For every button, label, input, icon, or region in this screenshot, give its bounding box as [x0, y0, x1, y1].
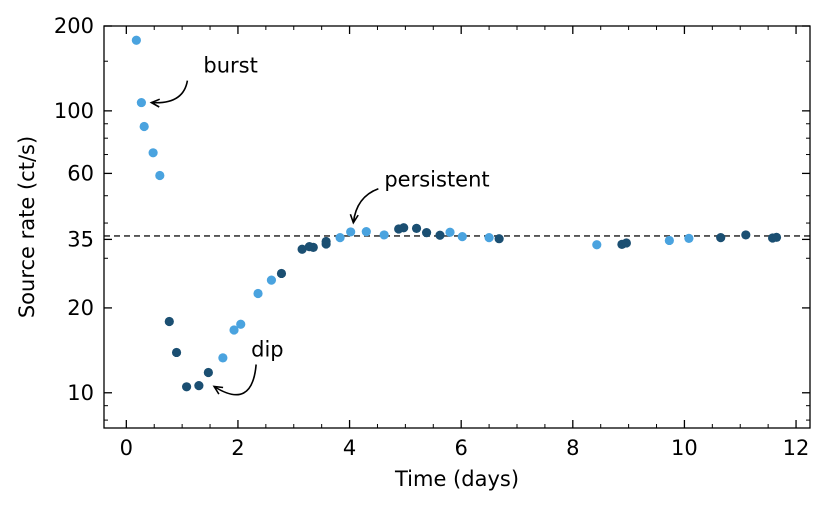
data-point-light: [218, 353, 228, 363]
x-tick-label: 10: [671, 436, 698, 460]
data-point-light: [484, 233, 494, 243]
annotation-arrow-burst: [151, 80, 189, 104]
data-point-dark: [494, 234, 504, 244]
x-tick-label: 2: [231, 436, 244, 460]
data-point-dark: [276, 268, 287, 279]
data-point-light: [148, 148, 158, 158]
y-axis-label: Source rate (ct/s): [15, 136, 39, 318]
data-point-light: [361, 227, 371, 237]
data-point-light: [266, 275, 277, 285]
x-axis-label: Time (days): [394, 467, 519, 491]
y-tick-label: 35: [67, 227, 94, 251]
data-point-dark: [203, 367, 213, 378]
data-point-light: [445, 227, 455, 237]
data-point-light: [664, 235, 674, 246]
data-point-dark: [194, 381, 204, 391]
x-tick-label: 0: [120, 436, 133, 460]
x-tick-label: 12: [783, 436, 810, 460]
data-point-dark: [435, 230, 445, 240]
data-point-dark: [716, 233, 726, 243]
data-point-light: [684, 233, 694, 243]
data-point-light: [253, 288, 263, 299]
data-point-dark: [171, 347, 182, 358]
data-point-light: [229, 325, 239, 335]
data-point-light: [139, 121, 149, 132]
data-point-dark: [741, 230, 751, 240]
y-tick-label: 20: [67, 296, 94, 320]
x-tick-label: 4: [343, 436, 356, 460]
data-point-light: [346, 227, 356, 237]
data-point-dark: [771, 232, 782, 242]
data-point-dark: [421, 227, 432, 238]
y-tick-label: 10: [67, 381, 94, 405]
y-tick-label: 100: [54, 99, 94, 123]
data-point-light: [379, 230, 389, 240]
plot-frame: [103, 25, 811, 429]
data-point-light: [457, 232, 467, 242]
annotation-label-dip: dip: [251, 337, 284, 361]
annotation-arrow-persistent: [352, 187, 379, 223]
annotation-arrowhead-persistent: [349, 213, 359, 225]
data-point-dark: [399, 223, 409, 233]
x-tick-label: 6: [454, 436, 467, 460]
data-point-light: [155, 170, 165, 181]
annotation-arrowhead-dip: [212, 385, 224, 395]
annotation-label-burst: burst: [203, 54, 257, 78]
x-tick-label: 8: [566, 436, 579, 460]
data-point-dark: [621, 238, 631, 248]
data-point-light: [131, 35, 141, 45]
data-point-light: [592, 240, 602, 250]
data-point-dark: [297, 244, 307, 254]
data-point-dark: [181, 382, 192, 392]
annotation-arrowhead-burst: [149, 98, 161, 108]
data-point-dark: [411, 223, 422, 233]
data-point-dark: [321, 236, 331, 247]
data-point-light: [136, 97, 146, 108]
data-point-dark: [164, 316, 174, 327]
data-point-dark: [308, 242, 318, 252]
data-point-light: [236, 319, 246, 329]
y-tick-label: 200: [54, 14, 94, 38]
y-tick-label: 60: [67, 161, 94, 185]
annotation-arrow-dip: [213, 364, 257, 396]
data-point-light: [335, 233, 345, 243]
annotation-label-persistent: persistent: [384, 168, 489, 192]
